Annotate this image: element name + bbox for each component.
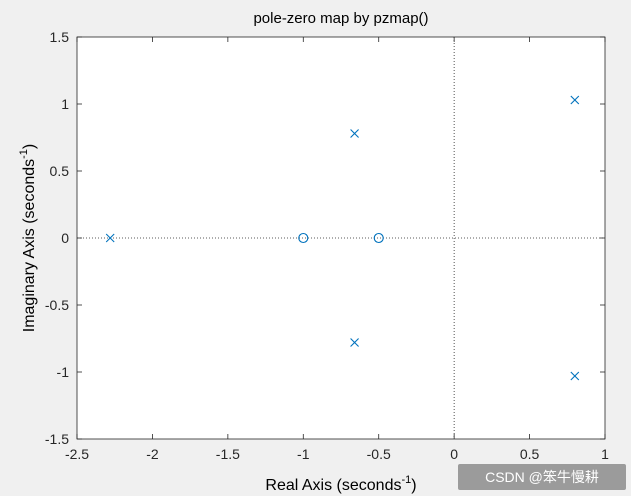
chart-title: pole-zero map by pzmap() xyxy=(253,10,428,27)
y-tick-label: 0 xyxy=(61,230,69,246)
y-axis-label-close: ) xyxy=(21,144,38,149)
watermark-background xyxy=(458,464,626,490)
x-tick-label: -2 xyxy=(146,446,159,462)
x-tick-label: -0.5 xyxy=(367,446,391,462)
marker-layer xyxy=(105,95,580,381)
y-tick-label: -1 xyxy=(57,364,70,380)
x-tick-label: 0 xyxy=(450,446,458,462)
y-axis-label-main: Imaginary Axis (seconds xyxy=(21,159,38,332)
reference-lines xyxy=(77,37,605,439)
x-axis-label: Real Axis (seconds-1) xyxy=(265,474,416,494)
x-axis-label-main: Real Axis (seconds xyxy=(265,477,401,494)
x-tick-label: -1.5 xyxy=(216,446,240,462)
y-tick-label: -1.5 xyxy=(45,431,69,447)
pole-marker xyxy=(350,338,359,347)
x-axis-label-exponent: -1 xyxy=(401,474,411,486)
zero-marker xyxy=(298,232,309,244)
x-tick-label: 1 xyxy=(601,446,609,462)
x-axis-label-close: ) xyxy=(411,477,416,494)
tick-layer: -2.5 -2 -1.5 -1 -0.5 0 0.5 1 -1.5 -1 -0.5 0 0.5 1 1.5 xyxy=(45,29,609,462)
pole-marker xyxy=(570,95,580,105)
pole-marker xyxy=(570,371,580,381)
zero-marker xyxy=(373,232,384,244)
y-tick-label: 1.5 xyxy=(50,29,70,45)
watermark-text: CSDN @笨牛慢耕 xyxy=(485,469,599,485)
y-axis-label: Imaginary Axis (seconds-1) xyxy=(18,144,38,333)
x-tick-label: 0.5 xyxy=(520,446,540,462)
y-axis-label-exponent: -1 xyxy=(18,149,30,159)
y-tick-label: 1 xyxy=(61,96,69,112)
pole-marker xyxy=(105,233,115,243)
pole-marker xyxy=(350,129,359,138)
x-tick-label: -1 xyxy=(297,446,310,462)
y-tick-label: 0.5 xyxy=(50,163,70,179)
watermark: CSDN @笨牛慢耕 xyxy=(458,464,626,490)
x-tick-label: -2.5 xyxy=(65,446,89,462)
y-tick-label: -0.5 xyxy=(45,297,69,313)
